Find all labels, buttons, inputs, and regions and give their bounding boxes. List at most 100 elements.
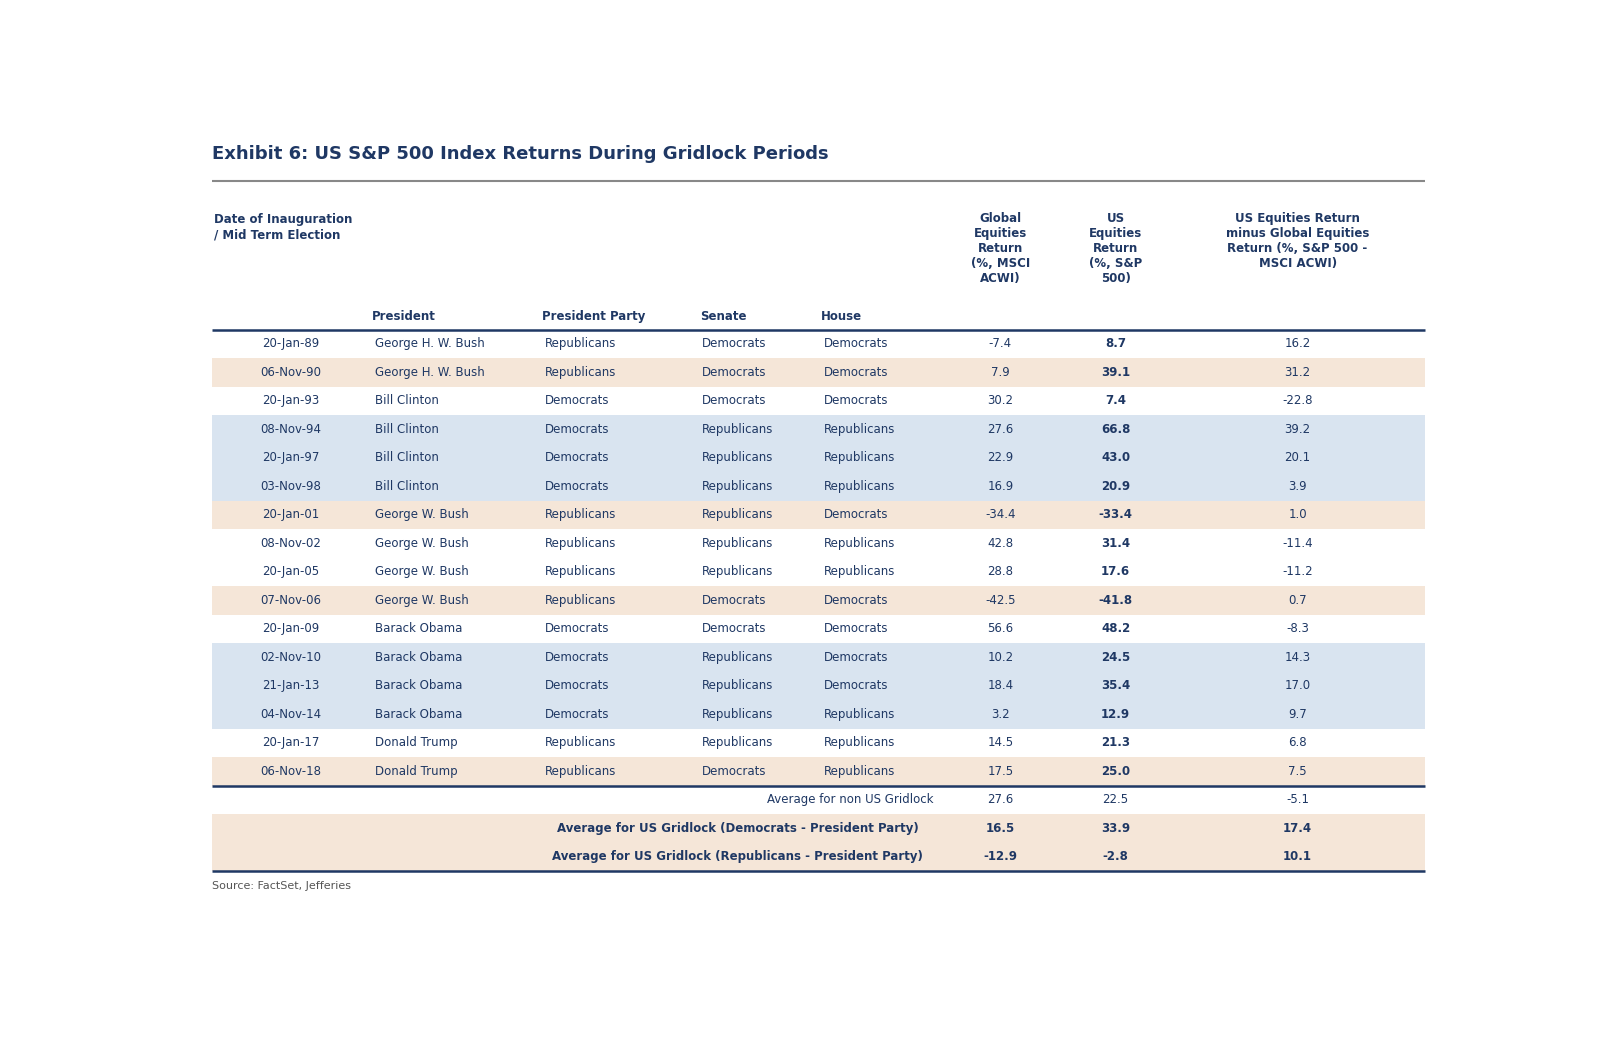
Text: -11.2: -11.2: [1282, 566, 1313, 578]
Text: Democrats: Democrats: [545, 651, 608, 664]
Bar: [212, 700, 1425, 728]
Text: 25.0: 25.0: [1100, 765, 1131, 778]
Text: 10.1: 10.1: [1282, 850, 1313, 864]
Text: 20-Jan-01: 20-Jan-01: [262, 508, 319, 521]
Text: Republicans: Republicans: [545, 537, 616, 550]
Text: Democrats: Democrats: [703, 395, 767, 407]
Text: George W. Bush: George W. Bush: [375, 537, 468, 550]
Text: Democrats: Democrats: [824, 366, 888, 379]
Text: 12.9: 12.9: [1100, 708, 1131, 721]
Text: 08-Nov-02: 08-Nov-02: [260, 537, 321, 550]
Text: House: House: [821, 311, 862, 323]
Text: Barack Obama: Barack Obama: [375, 708, 462, 721]
Text: Source: FactSet, Jefferies: Source: FactSet, Jefferies: [212, 880, 351, 891]
Text: 04-Nov-14: 04-Nov-14: [260, 708, 321, 721]
Text: Republicans: Republicans: [545, 338, 616, 350]
Text: Democrats: Democrats: [703, 338, 767, 350]
Text: 24.5: 24.5: [1100, 651, 1131, 664]
Text: Democrats: Democrats: [824, 622, 888, 636]
Text: US
Equities
Return
(%, S&P
500): US Equities Return (%, S&P 500): [1089, 212, 1142, 284]
Text: 66.8: 66.8: [1100, 423, 1131, 436]
Text: 22.5: 22.5: [1102, 793, 1129, 807]
Text: 17.0: 17.0: [1284, 679, 1311, 693]
Text: -42.5: -42.5: [985, 594, 1016, 606]
Text: Republicans: Republicans: [703, 508, 773, 521]
Text: -33.4: -33.4: [1099, 508, 1132, 521]
Text: 42.8: 42.8: [987, 537, 1014, 550]
Text: -41.8: -41.8: [1099, 594, 1132, 606]
Text: Democrats: Democrats: [703, 622, 767, 636]
Text: 20-Jan-05: 20-Jan-05: [262, 566, 319, 578]
Text: Bill Clinton: Bill Clinton: [375, 395, 439, 407]
Text: 21-Jan-13: 21-Jan-13: [262, 679, 319, 693]
Text: Exhibit 6: US S&P 500 Index Returns During Gridlock Periods: Exhibit 6: US S&P 500 Index Returns Duri…: [212, 145, 829, 164]
Text: 20.1: 20.1: [1284, 451, 1311, 465]
Text: 02-Nov-10: 02-Nov-10: [260, 651, 321, 664]
Text: -34.4: -34.4: [985, 508, 1016, 521]
Text: George W. Bush: George W. Bush: [375, 594, 468, 606]
Bar: [212, 643, 1425, 672]
Bar: [212, 500, 1425, 529]
Text: -11.4: -11.4: [1282, 537, 1313, 550]
Text: Republicans: Republicans: [703, 423, 773, 436]
Text: 6.8: 6.8: [1289, 737, 1306, 749]
Text: Average for US Gridlock (Republicans - President Party): Average for US Gridlock (Republicans - P…: [553, 850, 923, 864]
Text: 7.9: 7.9: [992, 366, 1009, 379]
Text: Republicans: Republicans: [703, 651, 773, 664]
Bar: [212, 786, 1425, 814]
Text: Senate: Senate: [699, 311, 746, 323]
Text: Democrats: Democrats: [824, 679, 888, 693]
Text: 17.6: 17.6: [1100, 566, 1131, 578]
Text: 31.4: 31.4: [1100, 537, 1131, 550]
Bar: [212, 415, 1425, 444]
Bar: [212, 329, 1425, 358]
Text: Republicans: Republicans: [545, 508, 616, 521]
Bar: [212, 758, 1425, 786]
Text: Republicans: Republicans: [824, 737, 894, 749]
Text: 27.6: 27.6: [987, 423, 1014, 436]
Text: -2.8: -2.8: [1102, 850, 1129, 864]
Text: 06-Nov-90: 06-Nov-90: [260, 366, 321, 379]
Text: Republicans: Republicans: [703, 679, 773, 693]
Text: 9.7: 9.7: [1289, 708, 1306, 721]
Text: Democrats: Democrats: [703, 594, 767, 606]
Text: 30.2: 30.2: [987, 395, 1014, 407]
Text: Democrats: Democrats: [824, 395, 888, 407]
Text: Date of Inauguration
/ Mid Term Election: Date of Inauguration / Mid Term Election: [214, 214, 353, 242]
Text: 17.4: 17.4: [1282, 822, 1313, 835]
Text: Average for non US Gridlock: Average for non US Gridlock: [767, 793, 934, 807]
Text: Barack Obama: Barack Obama: [375, 651, 462, 664]
Text: Republicans: Republicans: [703, 480, 773, 493]
Bar: [212, 557, 1425, 587]
Text: Bill Clinton: Bill Clinton: [375, 480, 439, 493]
Text: 06-Nov-18: 06-Nov-18: [260, 765, 321, 778]
Text: Democrats: Democrats: [545, 423, 608, 436]
Text: 16.9: 16.9: [987, 480, 1014, 493]
Text: Republicans: Republicans: [824, 537, 894, 550]
Text: -7.4: -7.4: [989, 338, 1012, 350]
Text: Republicans: Republicans: [545, 566, 616, 578]
Text: George W. Bush: George W. Bush: [375, 566, 468, 578]
Text: 3.9: 3.9: [1289, 480, 1306, 493]
Text: 20-Jan-09: 20-Jan-09: [262, 622, 319, 636]
Text: 0.7: 0.7: [1289, 594, 1306, 606]
Text: Republicans: Republicans: [824, 765, 894, 778]
Text: -5.1: -5.1: [1286, 793, 1310, 807]
Text: Global
Equities
Return
(%, MSCI
ACWI): Global Equities Return (%, MSCI ACWI): [971, 212, 1030, 284]
Text: Republicans: Republicans: [703, 566, 773, 578]
Text: Republicans: Republicans: [703, 537, 773, 550]
Text: 03-Nov-98: 03-Nov-98: [260, 480, 321, 493]
Text: Democrats: Democrats: [703, 765, 767, 778]
Text: Republicans: Republicans: [703, 451, 773, 465]
Text: 56.6: 56.6: [987, 622, 1014, 636]
Text: President: President: [372, 311, 436, 323]
Text: Republicans: Republicans: [545, 765, 616, 778]
Text: Democrats: Democrats: [703, 366, 767, 379]
Text: Republicans: Republicans: [545, 594, 616, 606]
Text: 14.5: 14.5: [987, 737, 1014, 749]
Bar: [212, 587, 1425, 615]
Text: Democrats: Democrats: [545, 451, 608, 465]
Text: Democrats: Democrats: [824, 651, 888, 664]
Text: Republicans: Republicans: [703, 737, 773, 749]
Text: 35.4: 35.4: [1100, 679, 1131, 693]
